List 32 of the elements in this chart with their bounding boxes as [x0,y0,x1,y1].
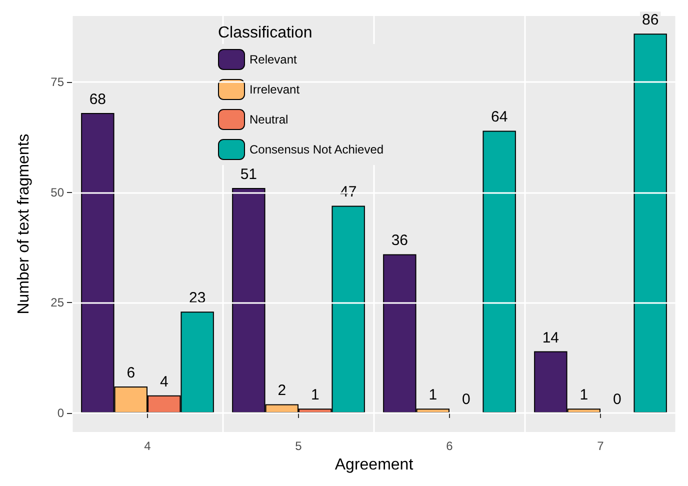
data-label: 2 [278,382,286,400]
y-tick-label: 50 [50,185,64,200]
data-label: 64 [490,108,508,126]
legend-label: Irrelevant [250,82,300,96]
legend-title: Classification [218,24,312,42]
y-tick-label: 75 [50,75,64,90]
data-label: 36 [391,232,408,250]
data-label: 1 [310,386,320,404]
x-tick-label: 7 [597,439,604,453]
data-label: 6 [126,364,136,382]
y-axis-title: Number of text fragments [16,134,32,314]
data-label: 51 [240,166,258,184]
y-tick-label: 25 [50,296,64,310]
data-label: 0 [612,391,622,408]
data-label: 1 [428,386,438,404]
data-label: 4 [160,373,168,390]
y-tick-label: 0 [57,406,64,420]
data-label: 14 [542,329,560,346]
x-tick-label: 4 [144,439,152,453]
x-tick-label: 5 [295,439,302,453]
data-label: 0 [462,391,470,408]
bar [482,130,516,414]
x-tick-label: 6 [446,439,454,453]
data-label: 68 [89,91,106,108]
legend-label: Relevant [250,52,298,66]
x-axis-title: Agreement [334,456,414,474]
data-label: 1 [580,386,588,404]
data-label: 86 [642,12,659,29]
legend-label: Neutral [250,112,288,126]
bar [634,34,667,414]
data-label: 23 [188,290,206,307]
legend-label: Consensus Not Achieved [250,142,384,156]
